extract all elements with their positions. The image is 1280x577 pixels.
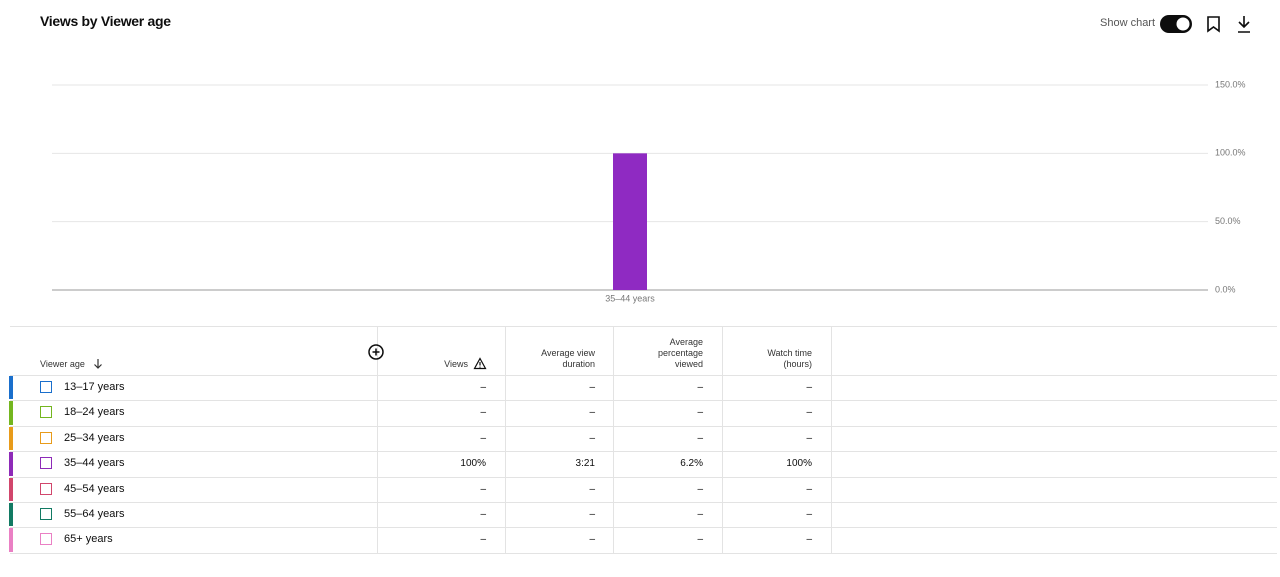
cell: – [480,382,486,393]
row-label: 25–34 years [64,431,125,444]
row-color [9,503,13,527]
bar [613,153,647,290]
cell: – [806,509,812,520]
cell: – [697,483,703,495]
cell: – [589,483,595,495]
row-label: 55–64 years [64,508,125,520]
column-divider [722,326,723,553]
cell: – [480,534,486,546]
y-tick-label: 50.0% [1215,216,1241,226]
row-label: 65+ years [64,533,113,546]
column-divider [377,326,378,553]
cell: – [697,534,703,546]
row-color [9,376,13,400]
cell: – [480,407,486,419]
sort-icon[interactable] [92,358,104,370]
y-tick-label: 0.0% [1215,284,1236,294]
y-tick-label: 150.0% [1215,79,1246,89]
cell: – [697,509,703,520]
row-label: 18–24 years [64,406,125,419]
cell: – [480,509,486,520]
row-border [10,425,1277,427]
row-checkbox[interactable] [40,381,52,393]
row-color [9,401,13,425]
title: Views by Viewer age [40,13,171,29]
row-border [10,502,1277,503]
cell: – [806,382,812,393]
bookmark-icon[interactable] [1207,16,1220,33]
row-border [10,451,1277,453]
cell: – [589,534,595,546]
cell: 100% [460,458,486,470]
column-divider [831,326,832,553]
row-color [9,426,13,451]
row-label: 35–44 years [64,457,125,470]
toolbar-icons [1160,15,1250,33]
row-border [10,552,1277,554]
row-label: 13–17 years [64,381,125,393]
y-tick-label: 100.0% [1215,148,1246,158]
table-border [10,326,1277,327]
add-column-icon[interactable] [366,342,386,362]
cell: – [697,432,703,444]
row-checkbox[interactable] [40,406,52,419]
row-checkbox[interactable] [40,457,52,470]
cell: – [806,483,812,495]
table-border [10,375,1277,376]
warning-icon [473,357,487,370]
row-border [10,400,1277,402]
row-border [10,527,1277,529]
row-color [9,477,13,501]
cell: – [806,534,812,546]
cell: – [697,382,703,393]
toggle-label[interactable]: Show chart [1100,17,1156,29]
cell: – [480,483,486,495]
column-divider [613,326,614,553]
cell: – [806,432,812,444]
column-header[interactable]: Views [444,359,468,369]
x-tick-label: 35–44 years [605,293,655,303]
cell: – [697,407,703,419]
column-header[interactable]: Watch time (hours) [767,348,812,369]
cell: 100% [786,458,812,470]
cell: – [480,432,486,444]
cell: 3:21 [575,458,595,470]
chart: 0.0% 50.0% 100.0% 150.0% 35–44 years [52,79,1246,303]
row-checkbox[interactable] [40,431,52,444]
row-label: 45–54 years [64,482,125,495]
row-border [10,476,1277,478]
cell: – [589,407,595,419]
column-divider [505,326,506,553]
row-checkbox[interactable] [40,482,52,495]
cell: – [589,382,595,393]
column-header: Viewer age [40,359,85,369]
cell: – [806,407,812,419]
download-icon[interactable] [1238,16,1250,33]
cell: – [589,509,595,520]
cell: – [589,432,595,444]
row-color [9,452,13,476]
column-header[interactable]: Average view duration [541,348,595,369]
toggle-knob [1176,17,1190,31]
cell: 6.2% [680,458,703,470]
row-checkbox[interactable] [40,533,52,546]
row-color [9,528,13,552]
column-header[interactable]: Average percentage viewed [657,337,703,369]
row-checkbox[interactable] [40,508,52,520]
